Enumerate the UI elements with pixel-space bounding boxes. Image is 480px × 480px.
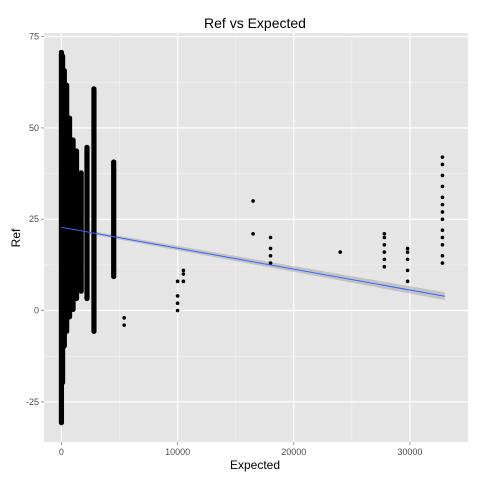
y-tick-label: 0	[34, 306, 39, 316]
data-point	[440, 202, 445, 207]
data-point	[405, 268, 410, 273]
x-tick-label: 0	[59, 447, 64, 457]
data-point	[181, 279, 186, 284]
data-point	[338, 250, 343, 254]
x-axis-ticks: 0 10000 20000 30000	[59, 442, 422, 457]
data-point	[382, 250, 387, 254]
fit-line-layer	[61, 226, 445, 297]
data-point	[382, 235, 387, 240]
data-point	[440, 184, 445, 189]
data-point	[440, 253, 445, 258]
data-point	[382, 264, 387, 269]
point-cluster	[91, 86, 97, 334]
data-point	[440, 155, 445, 159]
data-point	[405, 246, 410, 251]
data-point	[405, 279, 410, 284]
data-point	[175, 294, 180, 298]
data-point	[181, 272, 186, 276]
data-point	[440, 228, 445, 232]
data-point	[175, 301, 180, 306]
data-point	[440, 195, 445, 200]
data-point	[268, 246, 273, 251]
data-point	[440, 235, 445, 240]
data-point	[405, 257, 410, 262]
point-cluster	[78, 170, 84, 294]
data-point	[175, 308, 180, 313]
data-points	[58, 49, 445, 426]
data-point	[181, 268, 186, 273]
regression-line	[61, 226, 445, 297]
x-tick-label: 20000	[281, 447, 306, 457]
y-tick-label: 25	[29, 214, 39, 224]
chart-title: Ref vs Expected	[204, 15, 306, 31]
data-point	[440, 243, 445, 247]
data-point	[251, 232, 255, 236]
point-cluster	[73, 148, 80, 302]
x-axis-title: Expected	[230, 458, 280, 472]
y-axis-ticks: -25 0 25 50 75	[26, 32, 44, 407]
data-point	[251, 199, 255, 203]
data-point	[268, 261, 273, 265]
major-gridlines	[44, 33, 468, 442]
data-point	[440, 173, 445, 178]
data-point	[382, 243, 387, 247]
data-point	[122, 323, 126, 327]
data-point	[405, 250, 410, 254]
y-tick-label: -25	[26, 397, 39, 407]
data-point	[440, 210, 445, 214]
data-point	[440, 217, 445, 222]
x-tick-label: 10000	[165, 447, 190, 457]
data-point	[122, 316, 126, 320]
data-point	[440, 162, 445, 167]
plot-panel	[44, 33, 468, 442]
point-cluster	[111, 159, 117, 280]
y-axis-title: Ref	[9, 228, 23, 247]
data-point	[268, 235, 273, 240]
y-tick-label: 75	[29, 32, 39, 42]
data-point	[382, 232, 387, 236]
data-point	[268, 253, 273, 258]
point-cluster	[84, 144, 90, 302]
data-point	[175, 279, 180, 284]
data-point	[382, 257, 387, 262]
y-tick-label: 50	[29, 123, 39, 133]
data-point	[440, 261, 445, 265]
x-tick-label: 30000	[397, 447, 422, 457]
